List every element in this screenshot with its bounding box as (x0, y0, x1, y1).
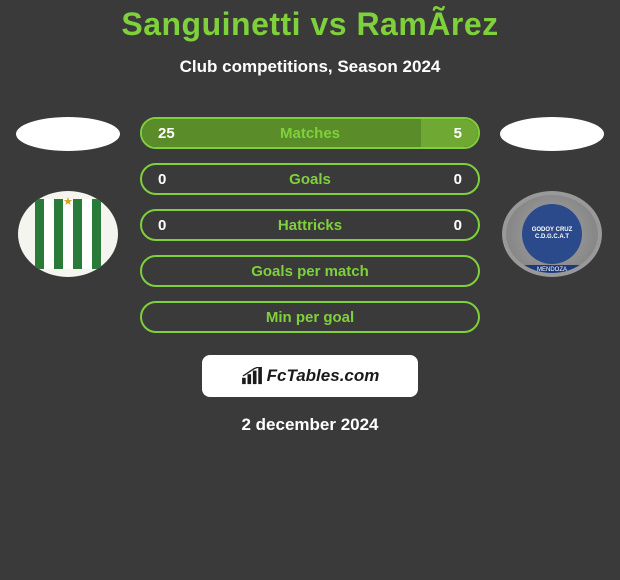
content-row: ★ 25 Matches 5 0 Goals 0 0 Hattricks 0 Goals per … (0, 117, 620, 333)
fctables-logo: FcTables.com (202, 355, 418, 397)
logo-text: FcTables.com (267, 366, 380, 386)
stat-label: Hattricks (278, 217, 342, 234)
stat-value-left: 25 (158, 125, 175, 142)
badge-mid-text: C.D.G.C.A.T (535, 234, 569, 241)
stat-row: 0 Hattricks 0 (140, 209, 480, 241)
stats-column: 25 Matches 5 0 Goals 0 0 Hattricks 0 Goals per ma… (140, 117, 480, 333)
bar-chart-icon (241, 367, 263, 385)
badge-inner: GODOY CRUZ C.D.G.C.A.T (522, 204, 582, 264)
left-team-badge: ★ (18, 191, 118, 277)
stat-label: Matches (280, 125, 340, 142)
stat-label: Goals per match (251, 263, 369, 280)
subtitle: Club competitions, Season 2024 (0, 57, 620, 77)
stat-label: Goals (289, 171, 331, 188)
stat-value-right: 0 (454, 217, 462, 234)
star-icon: ★ (63, 195, 73, 208)
right-player-ellipse (500, 117, 604, 151)
page-title: Sanguinetti vs RamÃ­rez (0, 0, 620, 43)
left-column: ★ (8, 117, 128, 277)
stat-label: Min per goal (266, 309, 354, 326)
date-label: 2 december 2024 (0, 415, 620, 435)
comparison-infographic: Sanguinetti vs RamÃ­rez Club competition… (0, 0, 620, 580)
right-team-badge: GODOY CRUZ C.D.G.C.A.T MENDOZA (502, 191, 602, 277)
badge-ribbon: MENDOZA (517, 265, 587, 275)
stat-row: 25 Matches 5 (140, 117, 480, 149)
stat-value-left: 0 (158, 171, 166, 188)
stat-value-right: 5 (454, 125, 462, 142)
right-column: GODOY CRUZ C.D.G.C.A.T MENDOZA (492, 117, 612, 277)
stat-value-left: 0 (158, 217, 166, 234)
badge-top-text: GODOY CRUZ (532, 227, 573, 234)
stat-row: Goals per match (140, 255, 480, 287)
stat-row: 0 Goals 0 (140, 163, 480, 195)
badge-stripes (35, 199, 101, 269)
stat-fill-right (421, 119, 478, 147)
left-player-ellipse (16, 117, 120, 151)
stat-value-right: 0 (454, 171, 462, 188)
stat-row: Min per goal (140, 301, 480, 333)
